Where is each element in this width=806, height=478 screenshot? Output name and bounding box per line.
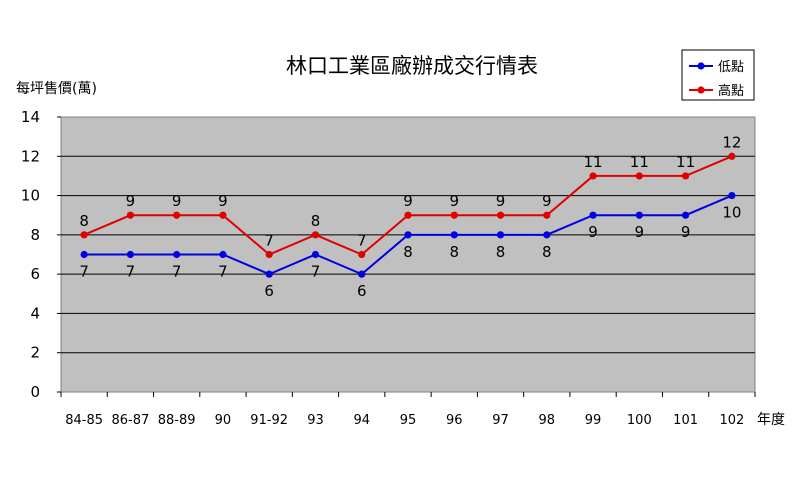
data-point [543, 211, 551, 219]
legend-box [681, 49, 755, 101]
data-label: 8 [403, 243, 413, 261]
series-group: 7 7 7 7 6 7 6 8 8 8 8 9 9 9 10 8 9 9 9 7 8 7 9 9 9 9 11 11 11 12 [79, 133, 741, 300]
data-point [496, 231, 505, 239]
data-label: 7 [264, 232, 274, 250]
x-tick-label: 86-87 [112, 413, 150, 428]
y-axis-ticks: 0 2 4 6 8 10 12 14 [21, 108, 61, 401]
data-label: 8 [449, 243, 459, 261]
x-tick-label: 97 [492, 413, 509, 428]
data-label: 8 [542, 243, 552, 261]
data-label: 7 [357, 232, 367, 250]
data-point [80, 250, 88, 259]
data-label: 12 [722, 133, 741, 151]
data-point [358, 270, 366, 278]
data-point [496, 211, 505, 219]
data-point [265, 250, 273, 259]
data-point [543, 231, 551, 239]
data-label: 7 [172, 263, 182, 281]
data-point [728, 152, 736, 160]
data-point [635, 211, 643, 219]
data-label: 7 [311, 263, 321, 281]
data-label: 8 [311, 212, 321, 230]
data-label: 10 [722, 204, 741, 222]
x-tick-label: 101 [673, 413, 698, 428]
data-point [404, 231, 412, 239]
data-label: 9 [403, 192, 413, 210]
y-tick-label: 0 [30, 383, 40, 401]
data-point [404, 211, 412, 219]
legend-entry: 高點 [718, 83, 744, 99]
x-tick-label: 98 [539, 413, 556, 428]
data-point [635, 172, 643, 180]
series-2: 8 9 9 9 7 8 7 9 9 9 9 11 11 11 12 [79, 133, 741, 259]
legend-marker [697, 62, 705, 70]
data-point [450, 231, 458, 239]
data-label: 7 [79, 263, 89, 281]
x-tick-label: 90 [215, 413, 232, 428]
data-label: 9 [172, 192, 182, 210]
y-tick-label: 2 [30, 344, 40, 362]
data-label: 9 [218, 192, 228, 210]
data-point [682, 172, 690, 180]
y-tick-label: 12 [21, 147, 40, 165]
data-point [173, 250, 181, 259]
data-point [219, 250, 227, 259]
y-tick-label: 10 [21, 187, 40, 205]
data-point [682, 211, 690, 219]
data-point [173, 211, 181, 219]
data-point [126, 211, 134, 219]
x-tick-label: 88-89 [158, 413, 196, 428]
x-tick-label: 100 [627, 413, 652, 428]
y-tick-label: 6 [30, 265, 40, 283]
data-label: 7 [126, 263, 136, 281]
data-point [265, 270, 273, 278]
data-label: 11 [584, 153, 603, 171]
data-point [126, 250, 134, 259]
data-point [589, 211, 597, 219]
x-tick-label: 84-85 [65, 413, 103, 428]
data-point [450, 211, 458, 219]
data-label: 9 [496, 192, 506, 210]
data-point [80, 231, 88, 239]
x-tick-label: 93 [307, 413, 324, 428]
x-tick-label: 102 [719, 413, 744, 428]
data-point [589, 172, 597, 180]
data-label: 9 [635, 223, 645, 241]
x-axis-title: 年度 [757, 412, 785, 428]
y-tick-label: 8 [30, 226, 40, 244]
data-label: 9 [588, 223, 598, 241]
data-label: 6 [264, 282, 274, 300]
data-label: 9 [542, 192, 552, 210]
x-tick-label: 96 [446, 413, 463, 428]
data-label: 7 [218, 263, 228, 281]
y-tick-label: 14 [21, 108, 40, 126]
data-point [358, 250, 366, 259]
x-tick-label: 94 [353, 413, 370, 428]
y-tick-label: 4 [30, 304, 40, 322]
x-tick-label: 91-92 [250, 413, 288, 428]
gridlines [61, 155, 755, 354]
data-label: 11 [630, 153, 649, 171]
data-point [311, 250, 320, 259]
x-tick-label: 95 [400, 413, 417, 428]
legend-marker [697, 86, 705, 94]
data-label: 9 [126, 192, 136, 210]
chart-title: 林口工業區廠辦成交行情表 [286, 54, 538, 78]
data-label: 8 [496, 243, 506, 261]
data-label: 9 [449, 192, 459, 210]
data-point [219, 211, 227, 219]
data-point [728, 191, 736, 200]
data-label: 6 [357, 282, 367, 300]
data-label: 11 [676, 153, 695, 171]
data-label: 8 [79, 212, 89, 230]
y-axis-title: 每坪售價(萬) [16, 80, 97, 97]
legend-entry: 低點 [718, 60, 744, 75]
x-tick-label: 99 [585, 413, 602, 428]
data-label: 9 [681, 223, 691, 241]
x-axis-ticks: 84-85 86-87 88-89 90 91-92 93 94 95 96 97 98 99 100 1… [60, 392, 756, 428]
data-point [311, 231, 320, 239]
series-1: 7 7 7 7 6 7 6 8 8 8 8 9 9 9 10 [79, 191, 741, 300]
